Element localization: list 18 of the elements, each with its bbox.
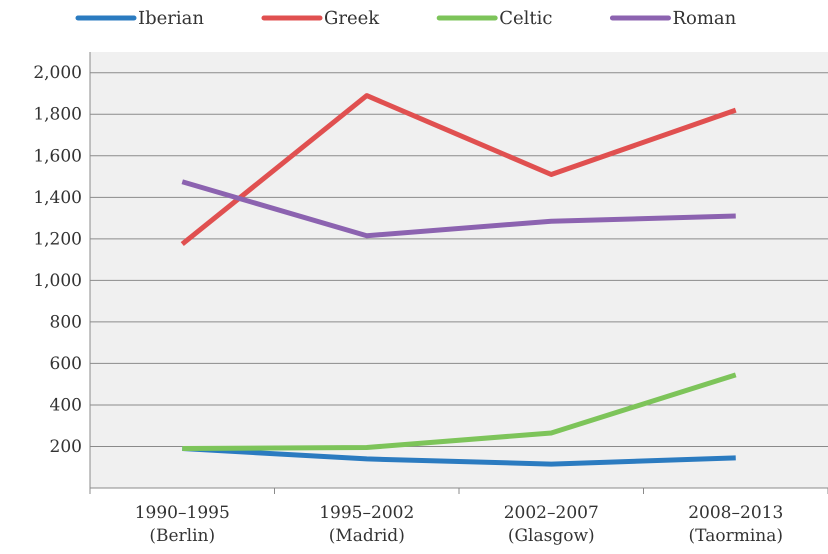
y-tick-label: 1,600 (33, 146, 82, 166)
x-tick-label: 1995–2002 (Madrid) (319, 503, 414, 546)
y-tick-label: 1,000 (33, 270, 82, 291)
y-tick-label: 400 (50, 395, 82, 416)
y-tick-label: 1,800 (33, 104, 82, 125)
x-tick-label: 2008–2013 (Taormina) (688, 503, 784, 546)
y-tick-label: 600 (50, 354, 82, 374)
y-tick-label: 1,200 (33, 229, 82, 250)
x-tick-label: 1990–1995 (Berlin) (134, 503, 230, 546)
y-tick-label: 2,000 (33, 63, 82, 84)
legend-label: Iberian (138, 8, 204, 29)
legend-label: Roman (672, 8, 737, 29)
x-tick-label: 2002–2007 (Glasgow) (504, 503, 599, 546)
legend-label: Celtic (499, 8, 552, 29)
y-tick-label: 800 (50, 312, 82, 332)
legend-label: Greek (324, 8, 380, 29)
y-tick-label: 200 (50, 436, 82, 457)
y-tick-label: 1,400 (33, 188, 82, 208)
